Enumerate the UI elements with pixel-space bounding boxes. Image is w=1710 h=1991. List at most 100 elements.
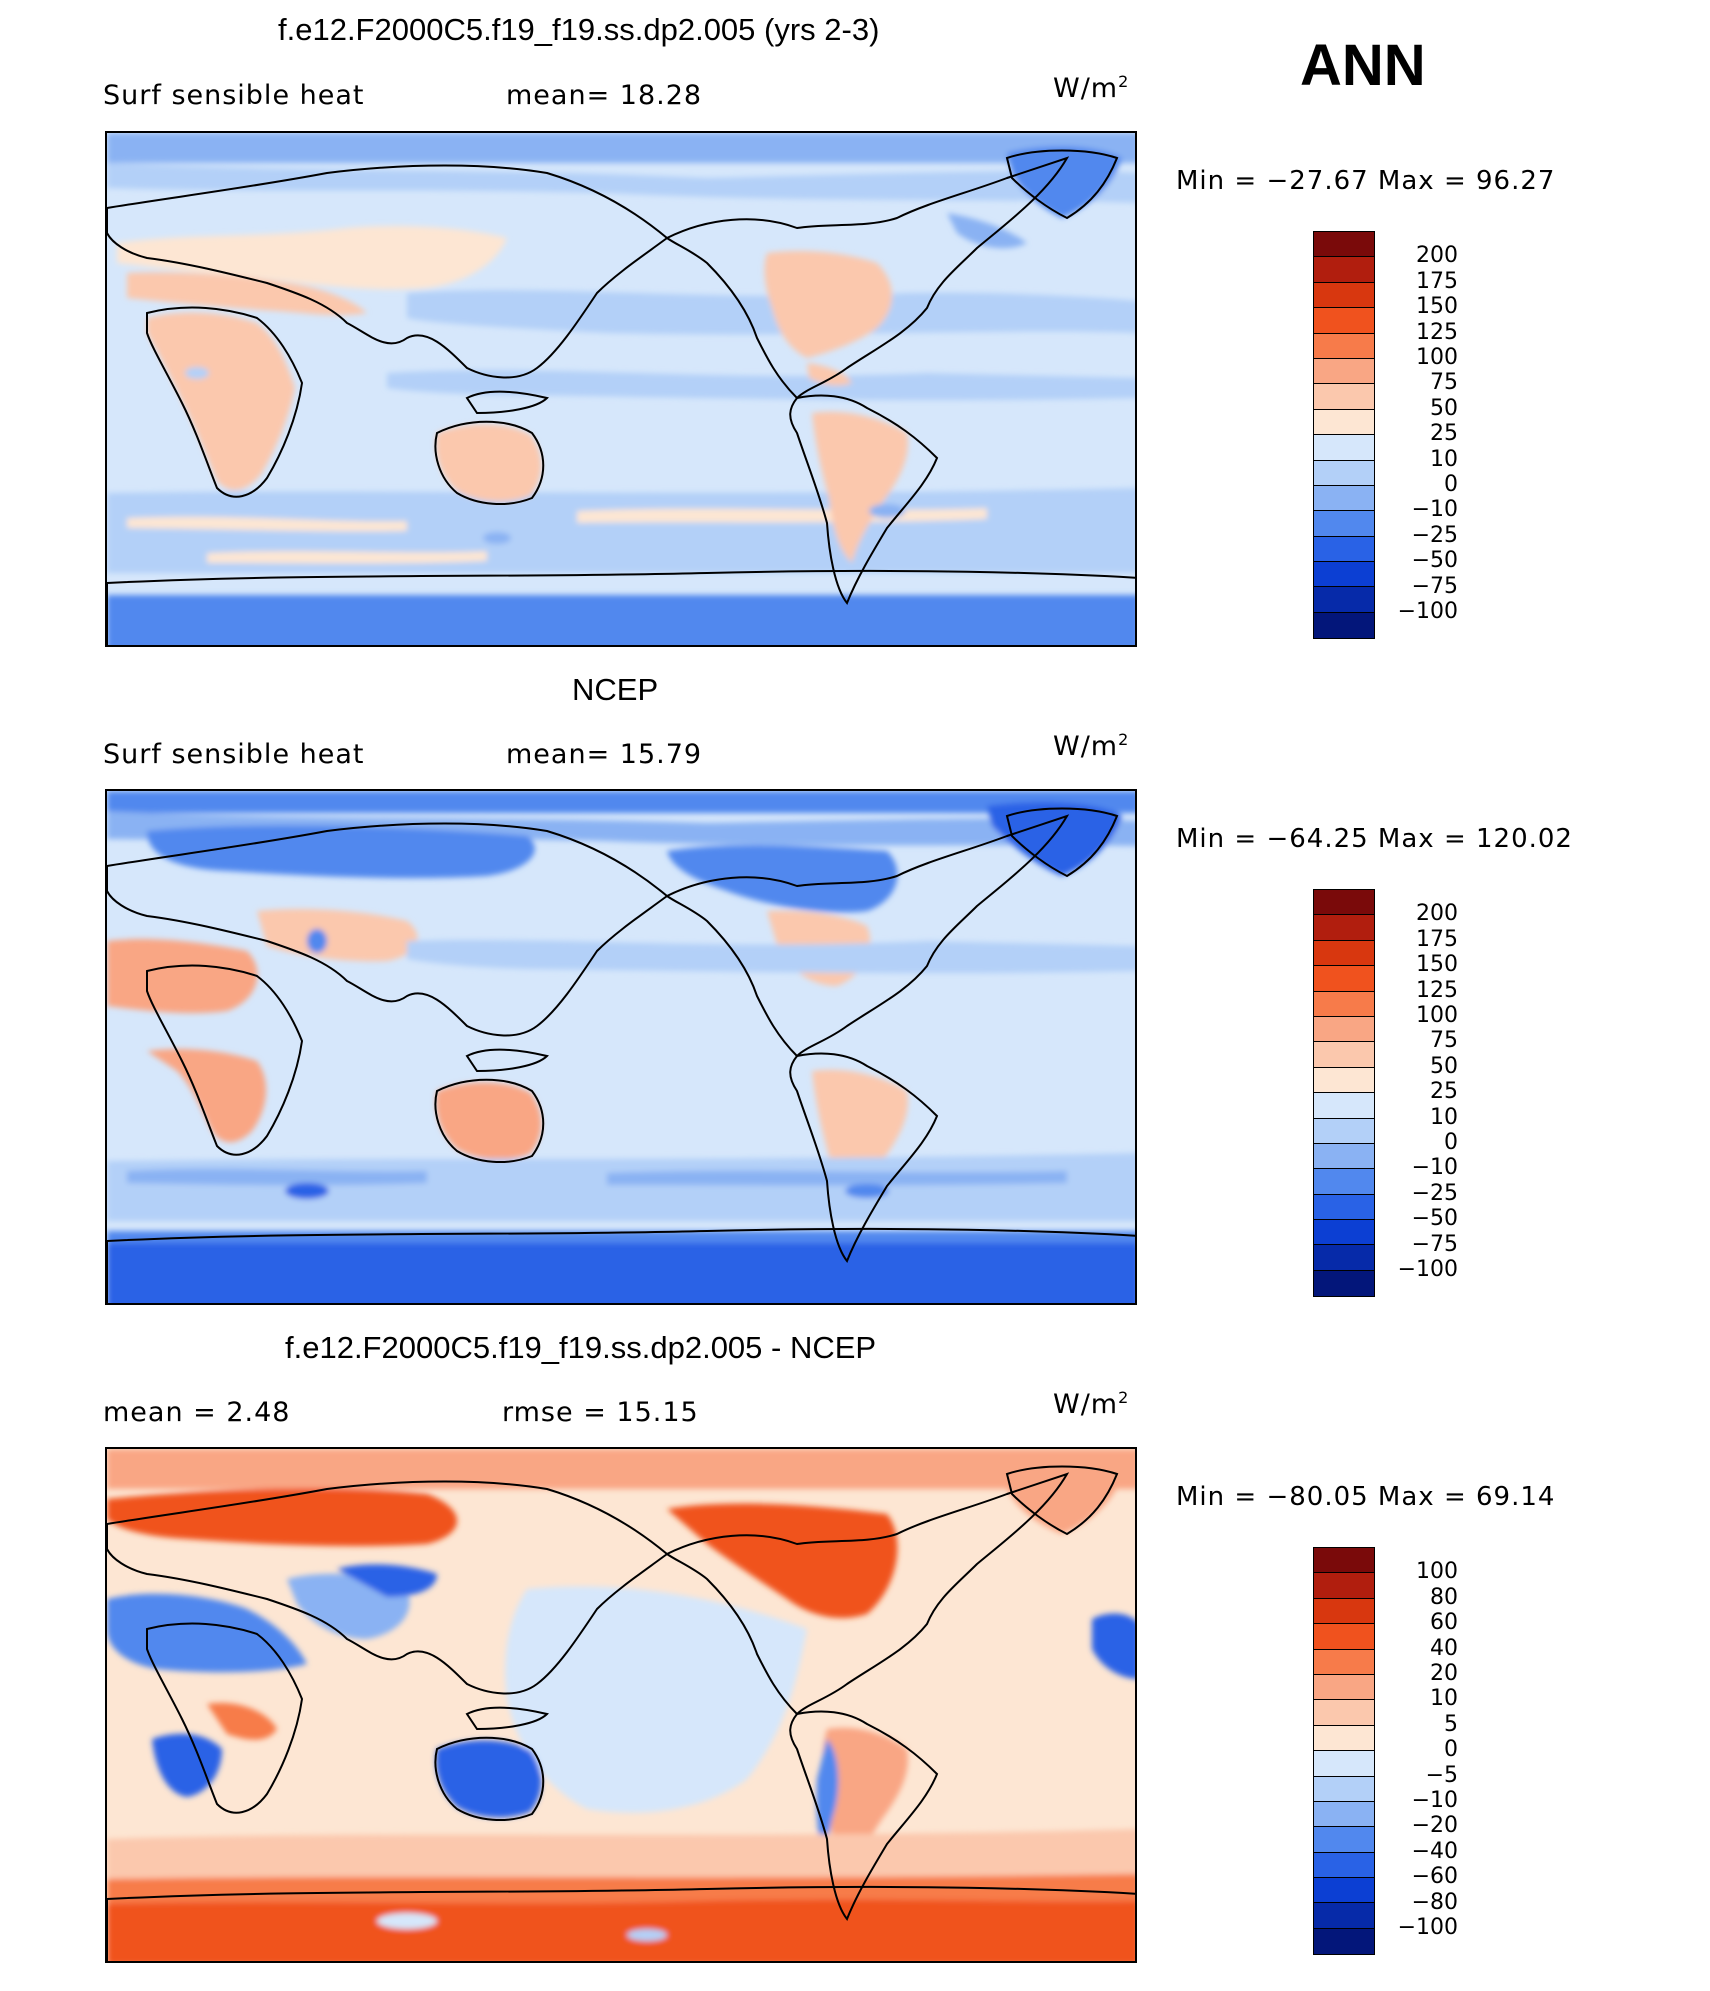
colorbar-swatch bbox=[1314, 435, 1374, 461]
panel-1-variable-label: Surf sensible heat bbox=[103, 80, 365, 111]
colorbar-swatch bbox=[1314, 612, 1374, 639]
panel-3-colorbar bbox=[1313, 1547, 1375, 1956]
colorbar-swatch bbox=[1314, 1245, 1374, 1271]
colorbar-tick-label: −75 bbox=[1411, 573, 1458, 599]
colorbar-tick-label: −100 bbox=[1397, 599, 1458, 624]
colorbar-tick-label: 10 bbox=[1430, 1686, 1458, 1712]
colorbar-tick-label: 200 bbox=[1416, 901, 1458, 927]
panel-2-mean-label: mean= 15.79 bbox=[506, 739, 703, 770]
colorbar-tick-label: 175 bbox=[1416, 268, 1458, 294]
colorbar-tick-label: −100 bbox=[1397, 1915, 1458, 1940]
colorbar-tick-label: −60 bbox=[1411, 1864, 1458, 1890]
colorbar-tick-label: 100 bbox=[1416, 345, 1458, 370]
colorbar-swatch bbox=[1314, 1194, 1374, 1221]
colorbar-swatch bbox=[1314, 282, 1374, 309]
colorbar-swatch bbox=[1314, 485, 1374, 512]
colorbar-swatch bbox=[1314, 1700, 1374, 1726]
colorbar-tick-label: 150 bbox=[1416, 952, 1458, 978]
colorbar-swatch bbox=[1314, 1573, 1374, 1599]
colorbar-swatch bbox=[1314, 232, 1374, 258]
colorbar-tick-label: −80 bbox=[1411, 1889, 1458, 1915]
season-label: ANN bbox=[1300, 33, 1426, 98]
colorbar-swatch bbox=[1314, 1827, 1374, 1853]
colorbar-swatch bbox=[1314, 1878, 1374, 1904]
panel-3-mean-label: mean = 2.48 bbox=[103, 1397, 291, 1428]
colorbar-swatch bbox=[1314, 1093, 1374, 1119]
colorbar-swatch bbox=[1314, 384, 1374, 410]
panel-2-title: NCEP bbox=[572, 672, 659, 707]
colorbar-tick-label: −40 bbox=[1411, 1838, 1458, 1864]
panel-2-units: W/m2 bbox=[1053, 730, 1130, 762]
panel-1-units: W/m2 bbox=[1053, 72, 1130, 104]
colorbar-tick-label: −10 bbox=[1411, 1788, 1458, 1813]
colorbar-swatch bbox=[1314, 991, 1374, 1017]
colorbar-tick-label: −100 bbox=[1397, 1257, 1458, 1282]
colorbar-swatch bbox=[1314, 257, 1374, 283]
panel-2-map bbox=[105, 789, 1137, 1305]
panel-3-units: W/m2 bbox=[1053, 1388, 1130, 1420]
colorbar-tick-label: 25 bbox=[1430, 1079, 1458, 1105]
colorbar-tick-label: −10 bbox=[1411, 1155, 1458, 1181]
colorbar-tick-label: 0 bbox=[1444, 472, 1458, 497]
panel-1-colorbar bbox=[1313, 231, 1375, 640]
colorbar-swatch bbox=[1314, 1016, 1374, 1043]
colorbar-tick-label: −5 bbox=[1425, 1762, 1458, 1788]
colorbar-tick-label: 25 bbox=[1430, 421, 1458, 447]
colorbar-tick-label: 40 bbox=[1430, 1635, 1458, 1661]
panel-1-title: f.e12.F2000C5.f19_f19.ss.dp2.005 (yrs 2-… bbox=[278, 12, 880, 47]
colorbar-tick-label: 125 bbox=[1416, 977, 1458, 1003]
panel-2-colorbar bbox=[1313, 889, 1375, 1298]
colorbar-tick-label: 75 bbox=[1430, 370, 1458, 396]
colorbar-swatch bbox=[1314, 536, 1374, 563]
colorbar-tick-label: −50 bbox=[1411, 548, 1458, 574]
colorbar-swatch bbox=[1314, 966, 1374, 992]
colorbar-tick-label: −10 bbox=[1411, 497, 1458, 523]
colorbar-tick-label: −25 bbox=[1411, 522, 1458, 548]
colorbar-tick-label: −25 bbox=[1411, 1180, 1458, 1206]
colorbar-tick-label: −75 bbox=[1411, 1231, 1458, 1257]
colorbar-swatch bbox=[1314, 1548, 1374, 1574]
colorbar-swatch bbox=[1314, 1852, 1374, 1879]
colorbar-tick-label: 80 bbox=[1430, 1584, 1458, 1610]
colorbar-swatch bbox=[1314, 460, 1374, 486]
colorbar-swatch bbox=[1314, 1751, 1374, 1777]
colorbar-swatch bbox=[1314, 587, 1374, 613]
colorbar-swatch bbox=[1314, 915, 1374, 941]
colorbar-tick-label: 10 bbox=[1430, 446, 1458, 472]
colorbar-tick-label: 10 bbox=[1430, 1104, 1458, 1130]
colorbar-swatch bbox=[1314, 1624, 1374, 1650]
colorbar-swatch bbox=[1314, 1118, 1374, 1144]
colorbar-swatch bbox=[1314, 1801, 1374, 1828]
colorbar-swatch bbox=[1314, 940, 1374, 967]
panel-3-title: f.e12.F2000C5.f19_f19.ss.dp2.005 - NCEP bbox=[285, 1330, 877, 1365]
colorbar-swatch bbox=[1314, 1674, 1374, 1701]
panel-2-min-max: Min = −64.25 Max = 120.02 bbox=[1176, 824, 1573, 854]
colorbar-swatch bbox=[1314, 1649, 1374, 1675]
panel-3-rmse-label: rmse = 15.15 bbox=[502, 1397, 699, 1428]
colorbar-tick-label: 175 bbox=[1416, 926, 1458, 952]
colorbar-swatch bbox=[1314, 333, 1374, 359]
colorbar-swatch bbox=[1314, 562, 1374, 588]
colorbar-swatch bbox=[1314, 511, 1374, 537]
panel-3-min-max: Min = −80.05 Max = 69.14 bbox=[1176, 1482, 1556, 1512]
colorbar-tick-label: 200 bbox=[1416, 243, 1458, 269]
colorbar-swatch bbox=[1314, 1725, 1374, 1752]
colorbar-swatch bbox=[1314, 1270, 1374, 1297]
colorbar-tick-label: 0 bbox=[1444, 1737, 1458, 1763]
panel-1-min-max: Min = −27.67 Max = 96.27 bbox=[1176, 166, 1556, 196]
colorbar-swatch bbox=[1314, 358, 1374, 385]
colorbar-swatch bbox=[1314, 890, 1374, 916]
colorbar-tick-label: 0 bbox=[1444, 1130, 1458, 1155]
colorbar-tick-label: 20 bbox=[1430, 1661, 1458, 1686]
panel-3-map bbox=[105, 1447, 1137, 1963]
panel-1-mean-label: mean= 18.28 bbox=[506, 80, 703, 111]
colorbar-swatch bbox=[1314, 1067, 1374, 1094]
colorbar-tick-label: 60 bbox=[1430, 1610, 1458, 1636]
panel-1-map bbox=[105, 131, 1137, 647]
colorbar-swatch bbox=[1314, 1598, 1374, 1625]
colorbar-swatch bbox=[1314, 1903, 1374, 1929]
colorbar-tick-label: −50 bbox=[1411, 1206, 1458, 1232]
colorbar-tick-label: 50 bbox=[1430, 395, 1458, 421]
colorbar-swatch bbox=[1314, 1143, 1374, 1170]
colorbar-swatch bbox=[1314, 1169, 1374, 1195]
